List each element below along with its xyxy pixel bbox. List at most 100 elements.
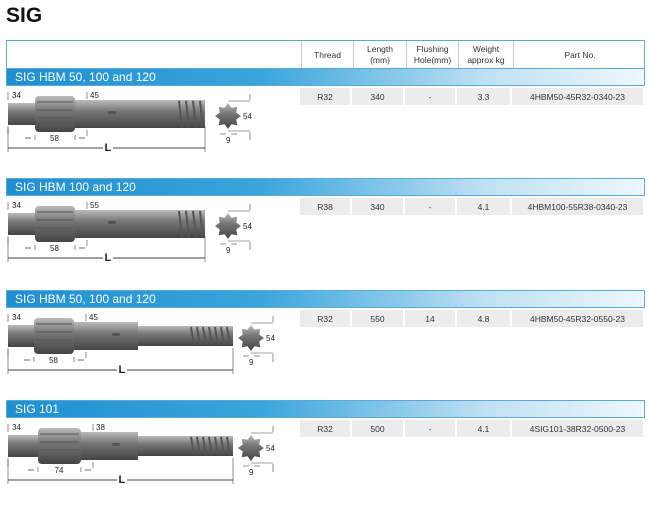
header-flushing: Flushing Hole(mm) — [406, 41, 458, 69]
cell-weight: 4.8 — [457, 310, 512, 327]
cell-flushing: - — [405, 420, 457, 437]
section-title: SIG 101 — [6, 400, 645, 418]
dimension-body: 55 — [90, 201, 99, 210]
shank-end — [8, 435, 38, 457]
spline-collar — [35, 96, 75, 132]
thread-groove — [192, 100, 197, 128]
thread-groove — [199, 100, 204, 128]
thread-groove — [226, 326, 231, 346]
flushing-slot — [108, 221, 116, 224]
table-row: R32 550 14 4.8 4HBM50-45R32-0550-23 — [300, 310, 645, 327]
cell-part: 4HBM50-45R32-0550-23 — [512, 310, 645, 327]
shank-adapter-drawing — [7, 424, 274, 484]
shaft-body — [75, 100, 205, 128]
dimension-spline: 58 — [50, 244, 59, 253]
thread-groove — [199, 210, 204, 238]
shaft-thread-end — [138, 326, 233, 346]
cell-thread: R32 — [300, 420, 352, 437]
shank-end — [8, 103, 35, 125]
cell-length: 550 — [352, 310, 405, 327]
header-thread: Thread — [301, 41, 353, 69]
thread-groove — [196, 436, 201, 456]
dimension-bit: 54 — [266, 444, 275, 453]
thread-groove — [196, 326, 201, 346]
spline-cross-section — [215, 103, 241, 129]
dimension-body: 45 — [90, 91, 99, 100]
cell-thread: R32 — [300, 310, 352, 327]
flushing-slot — [112, 443, 120, 446]
cell-length: 500 — [352, 420, 405, 437]
section-title: SIG HBM 50, 100 and 120 — [6, 68, 645, 86]
dimension-gap: 9 — [249, 468, 254, 477]
thread-groove — [214, 436, 219, 456]
thread-groove — [185, 100, 190, 128]
thread-groove — [220, 326, 225, 346]
table-row: R32 340-3.3 4HBM50-45R32-0340-23 — [300, 88, 645, 105]
header-length: Length (mm) — [353, 41, 406, 69]
cell-part: 4HBM50-45R32-0340-23 — [512, 88, 645, 105]
dimension-gap: 9 — [226, 136, 231, 145]
thread-groove — [190, 326, 195, 346]
cell-weight: 3.3 — [457, 88, 512, 105]
dimension-shank: 34 — [12, 91, 21, 100]
table-header: Thread Length (mm) Flushing Hole(mm) Wei… — [6, 40, 646, 69]
dimension-shank: 34 — [12, 423, 21, 432]
thread-groove — [220, 436, 225, 456]
cell-length: 340 — [352, 198, 405, 215]
thread-groove — [208, 326, 213, 346]
dimension-overall: L — [116, 474, 128, 486]
dimension-overall: L — [102, 142, 114, 154]
dimension-spline: 58 — [49, 356, 58, 365]
shank-end — [8, 325, 34, 347]
cell-flushing: - — [405, 198, 457, 215]
spline-collar — [35, 206, 75, 242]
dimension-bit: 54 — [243, 112, 252, 121]
dimension-spline: 58 — [50, 134, 59, 143]
table-row: R32 500-4.1 4SIG101-38R32-0500-23 — [300, 420, 645, 437]
shank-adapter-drawing — [7, 314, 274, 374]
flushing-slot — [108, 111, 116, 114]
dimension-gap: 9 — [249, 358, 254, 367]
shank-adapter-drawing — [7, 202, 251, 262]
shaft-body — [81, 432, 138, 460]
dimension-overall: L — [102, 252, 114, 264]
page-title: SIG — [6, 4, 43, 27]
thread-groove — [185, 210, 190, 238]
header-part-no: Part No. — [513, 41, 646, 69]
dimension-body: 38 — [96, 423, 105, 432]
thread-groove — [190, 436, 195, 456]
spline-cross-section — [238, 325, 264, 351]
thread-groove — [202, 326, 207, 346]
dimension-overall: L — [116, 364, 128, 376]
thread-groove — [178, 100, 183, 128]
dimension-bit: 54 — [266, 334, 275, 343]
flushing-slot — [112, 333, 120, 336]
thread-groove — [192, 210, 197, 238]
shank-end — [8, 213, 35, 235]
cell-length: 340 — [352, 88, 405, 105]
cell-flushing: - — [405, 88, 457, 105]
spline-collar — [38, 428, 81, 464]
dimension-shank: 34 — [12, 201, 21, 210]
thread-groove — [178, 210, 183, 238]
cell-weight: 4.1 — [457, 198, 512, 215]
section-title: SIG HBM 100 and 120 — [6, 178, 645, 196]
shaft-body — [74, 322, 138, 350]
thread-groove — [208, 436, 213, 456]
thread-groove — [214, 326, 219, 346]
dimension-body: 45 — [89, 313, 98, 322]
shaft-body — [75, 210, 205, 238]
cell-part: 4SIG101-38R32-0500-23 — [512, 420, 645, 437]
dimension-shank: 34 — [12, 313, 21, 322]
spline-cross-section — [215, 213, 241, 239]
cell-thread: R38 — [300, 198, 352, 215]
cell-part: 4HBM100-55R38-0340-23 — [512, 198, 645, 215]
cell-thread: R32 — [300, 88, 352, 105]
spline-collar — [34, 318, 74, 354]
thread-groove — [202, 436, 207, 456]
section-title: SIG HBM 50, 100 and 120 — [6, 290, 645, 308]
shaft-thread-end — [138, 436, 233, 456]
header-weight: Weight approx kg — [458, 41, 513, 69]
thread-groove — [226, 436, 231, 456]
table-row: R38 340-4.1 4HBM100-55R38-0340-23 — [300, 198, 645, 215]
